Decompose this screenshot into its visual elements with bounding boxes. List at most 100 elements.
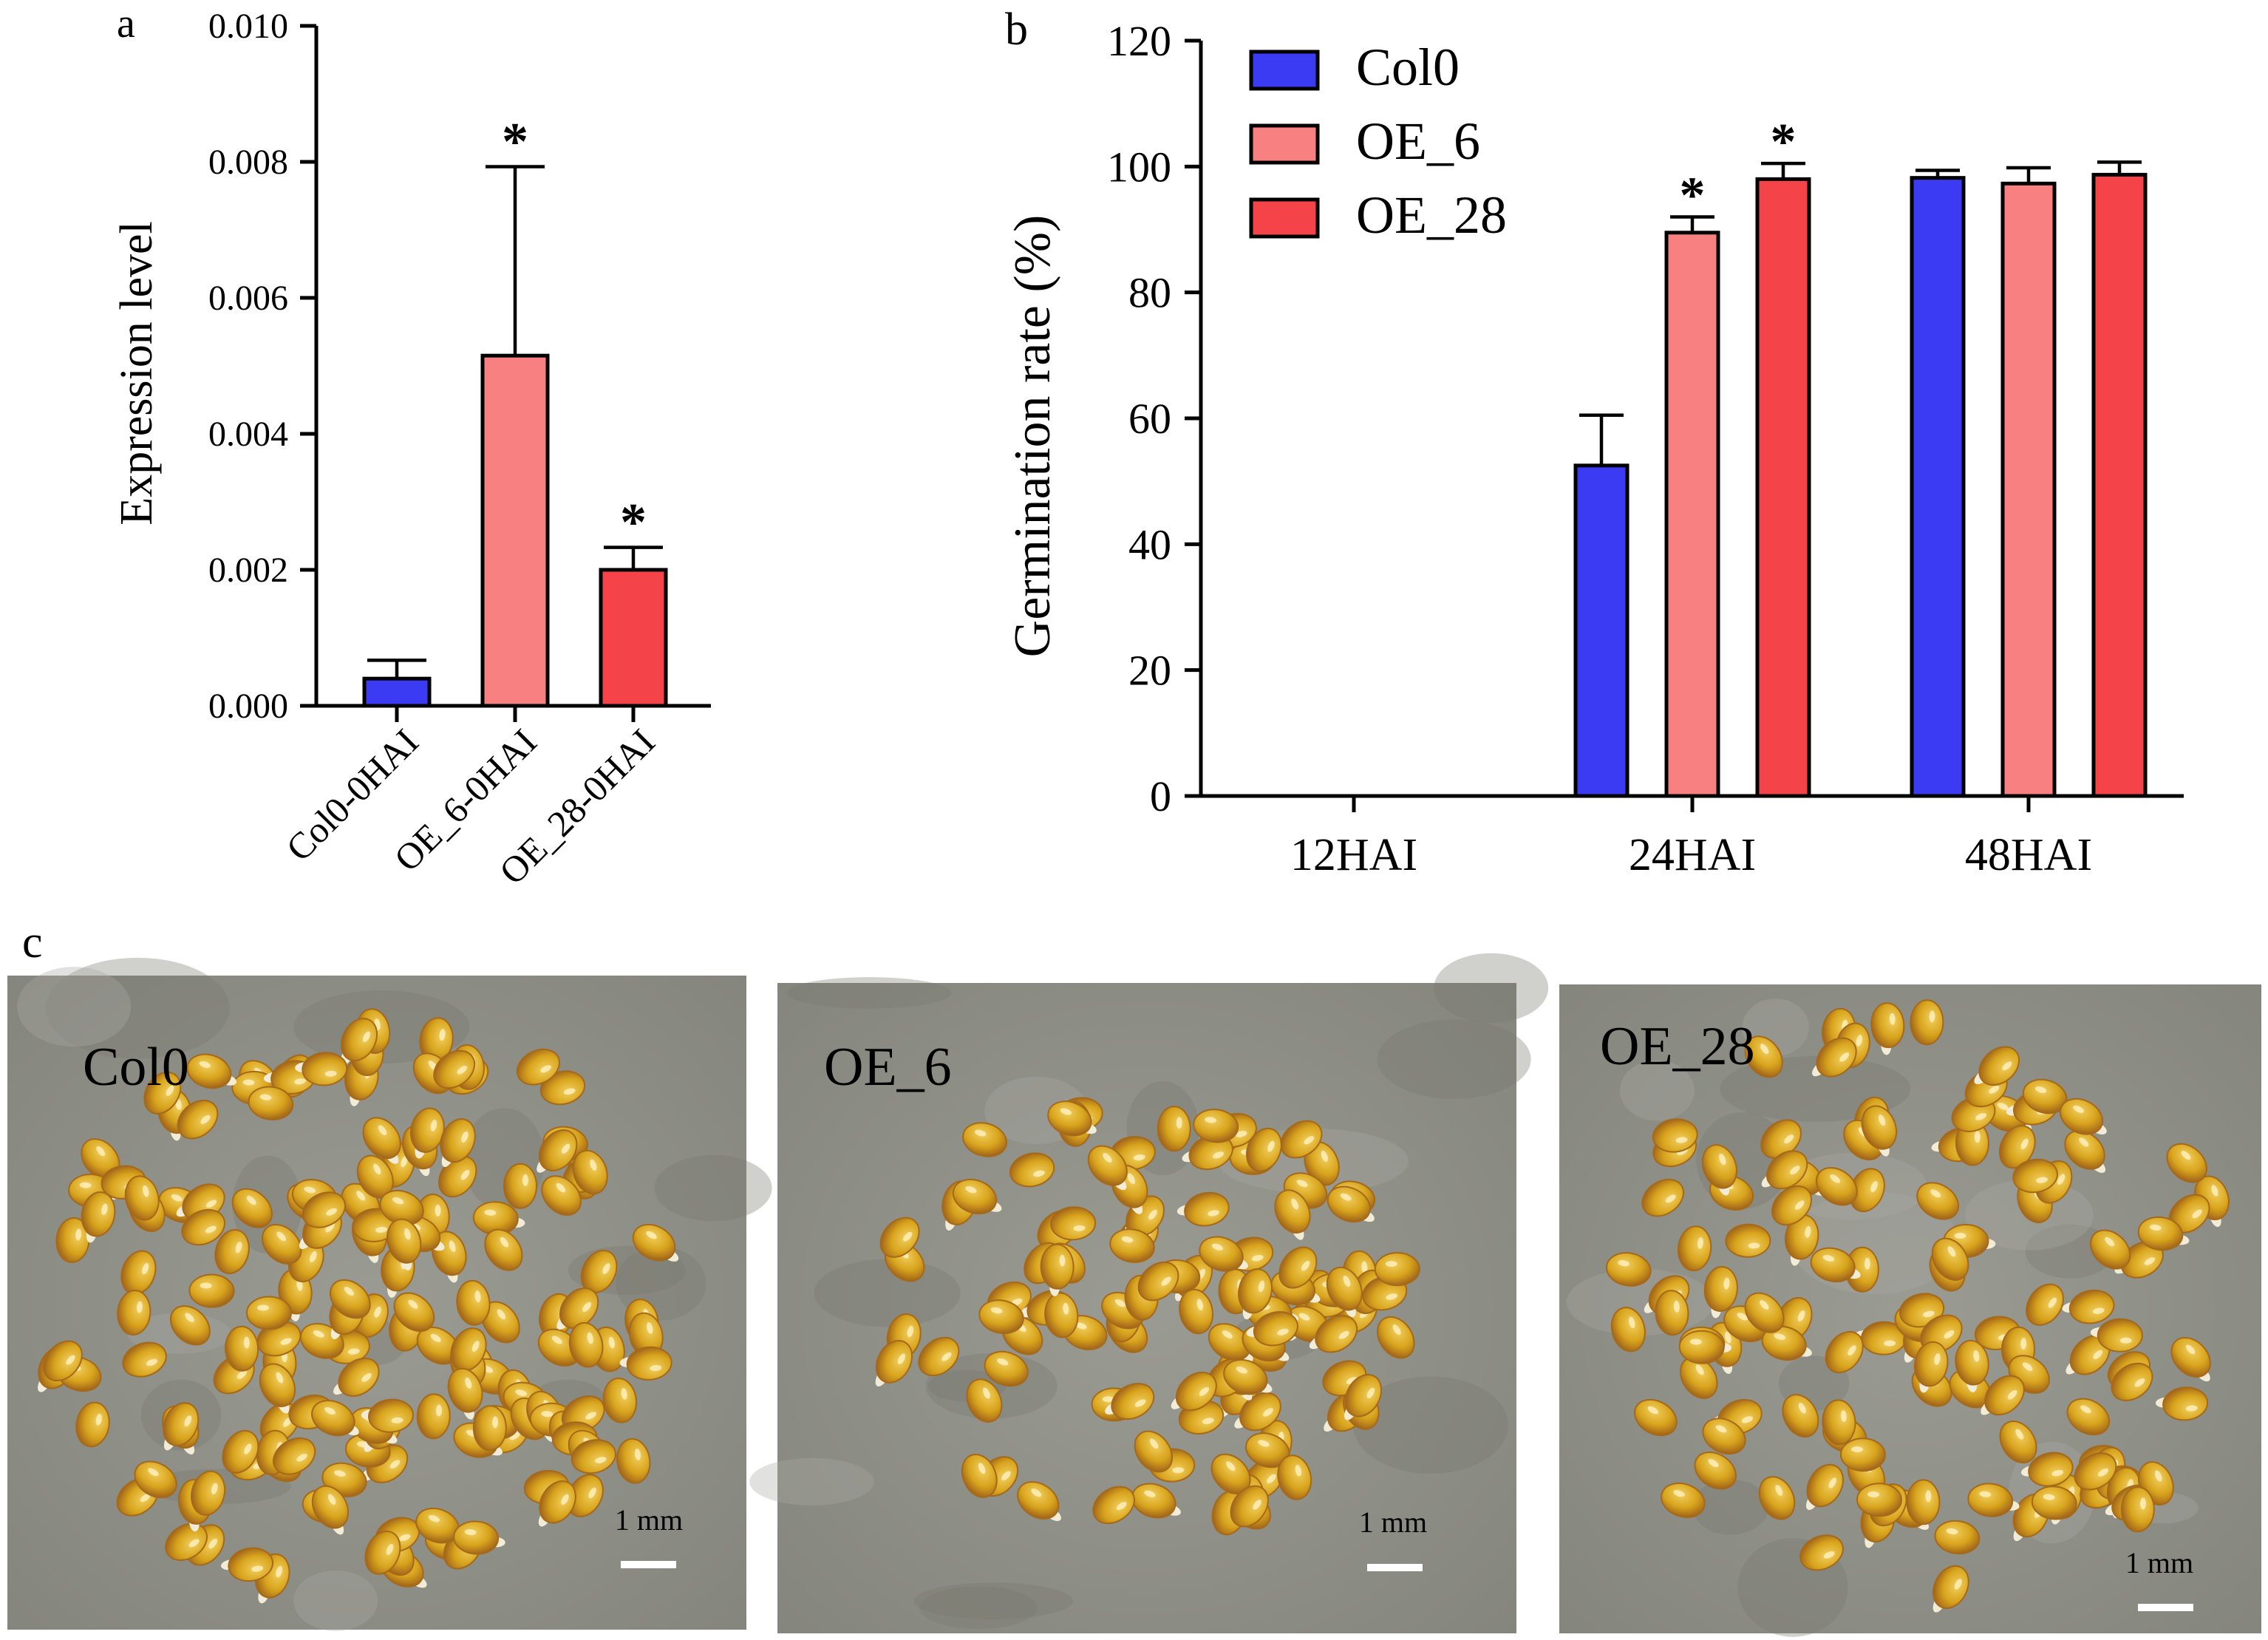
seed-highlight <box>276 1231 286 1242</box>
seed <box>124 1175 160 1221</box>
seed <box>2074 1452 2117 1491</box>
seed <box>1810 1247 1861 1283</box>
seed-highlight <box>587 1332 593 1344</box>
seed-body <box>1839 1437 1886 1472</box>
seed <box>214 1229 250 1274</box>
seed-body <box>1916 1182 1959 1220</box>
seed <box>2012 1158 2058 1194</box>
chart-b-significance: * <box>1771 114 1797 171</box>
seed-highlight <box>1774 1333 1786 1340</box>
seed-highlight <box>334 1470 346 1477</box>
seed-highlight <box>2079 1137 2089 1147</box>
seed <box>1238 1268 1273 1320</box>
seed <box>1799 1534 1844 1571</box>
chart-b-bar <box>1910 176 1966 798</box>
seed-highlight <box>1059 1254 1066 1267</box>
seed-body <box>311 1485 350 1529</box>
seed-highlight <box>1075 1322 1087 1330</box>
seed-body <box>1931 1237 1969 1281</box>
seed-highlight <box>243 1336 250 1349</box>
seed <box>516 1048 560 1086</box>
seed-highlight <box>1695 1364 1704 1375</box>
seed <box>169 1305 211 1346</box>
seed-body <box>1652 1118 1698 1153</box>
seed-highlight <box>184 1415 192 1427</box>
seed-highlight <box>449 1240 456 1252</box>
seed-highlight <box>2211 1185 2218 1197</box>
seed-body <box>225 1325 259 1372</box>
seed-body <box>559 1287 599 1329</box>
seed <box>302 1191 347 1228</box>
seed-highlight <box>2093 1350 2103 1360</box>
seed-highlight <box>990 1307 1003 1314</box>
seed <box>1771 1185 1813 1226</box>
seed-highlight <box>259 1094 272 1100</box>
seed-highlight <box>608 1336 616 1349</box>
seed <box>1182 1134 1233 1171</box>
chart-b-xtick-label: 24HAI <box>1629 830 1756 880</box>
seed-highlight <box>1392 1324 1401 1336</box>
seed-body <box>952 1178 998 1215</box>
seed-body <box>1374 1252 1420 1287</box>
seed-body <box>1246 1127 1282 1172</box>
seed-highlight <box>1794 1200 1805 1210</box>
seed <box>1377 1316 1415 1359</box>
seed-highlight <box>1267 1140 1275 1152</box>
seed-photos: Col0 1 mm OE_6 1 mm OE_28 1 mm <box>7 953 2261 1637</box>
seed-highlight <box>474 1290 481 1303</box>
panel-label-b: b <box>1005 4 1028 55</box>
chart-b-bar <box>2000 181 2057 798</box>
chart-b-ytick-label: 0 <box>1150 772 1171 820</box>
seed-highlight <box>1867 1491 1880 1498</box>
seed <box>1761 1150 1808 1190</box>
seed-body <box>311 1400 355 1437</box>
seed <box>2066 1335 2111 1375</box>
seed-body <box>124 1175 160 1221</box>
paper-texture <box>1692 1479 1769 1535</box>
chart-b-ytick-label: 80 <box>1128 269 1171 317</box>
seed <box>225 1325 259 1372</box>
seed-body <box>1634 1398 1678 1437</box>
chart-a-ytick-label: 0.000 <box>208 687 288 726</box>
seed-body <box>1913 1341 1949 1387</box>
seed-highlight <box>1673 1300 1680 1313</box>
seed-body <box>1208 1323 1251 1361</box>
seed <box>2066 1398 2111 1436</box>
seed-highlight <box>1295 1464 1302 1477</box>
seed <box>1246 1127 1282 1172</box>
chart-b-bar <box>2091 172 2148 798</box>
seed <box>362 1117 401 1164</box>
seed-highlight <box>75 1228 82 1241</box>
seed-body <box>472 1405 507 1452</box>
seed-highlight <box>1840 1409 1847 1422</box>
seed-highlight <box>1001 1471 1011 1481</box>
seed <box>1047 1100 1097 1137</box>
chart-a-ytick-label: 0.006 <box>208 279 288 318</box>
seed-body <box>1661 1482 1706 1518</box>
seed-body <box>1761 1325 1807 1361</box>
seed-body <box>368 1398 414 1433</box>
chart-b-legend: Col0 OE_6 OE_28 <box>1249 38 1507 245</box>
seed-highlight <box>326 1208 338 1216</box>
seed-highlight <box>540 1065 552 1073</box>
seed-highlight <box>1864 1257 1870 1270</box>
seed <box>1825 1330 1864 1374</box>
seed-body <box>875 1340 913 1384</box>
seed-body <box>1327 1185 1371 1223</box>
seed-highlight <box>392 1197 404 1205</box>
chart-a-bar <box>362 676 432 708</box>
chart-b-legend-label: Col0 <box>1356 38 1460 97</box>
seed-body <box>1782 1394 1819 1438</box>
seed-highlight <box>205 1225 217 1234</box>
seed-body <box>1253 1311 1298 1347</box>
photo-panel: OE_6 1 mm <box>749 953 1549 1633</box>
seed-body <box>1701 1144 1737 1189</box>
seed-highlight <box>492 1416 499 1429</box>
seed-body <box>1175 1371 1217 1412</box>
seed-body <box>259 1363 296 1407</box>
seed-body <box>1137 1261 1179 1302</box>
seed-highlight <box>1708 1458 1719 1468</box>
seed-highlight <box>310 1251 317 1262</box>
seed-highlight <box>1121 1236 1134 1243</box>
chart-b-xtick-label: 12HAI <box>1290 830 1417 880</box>
